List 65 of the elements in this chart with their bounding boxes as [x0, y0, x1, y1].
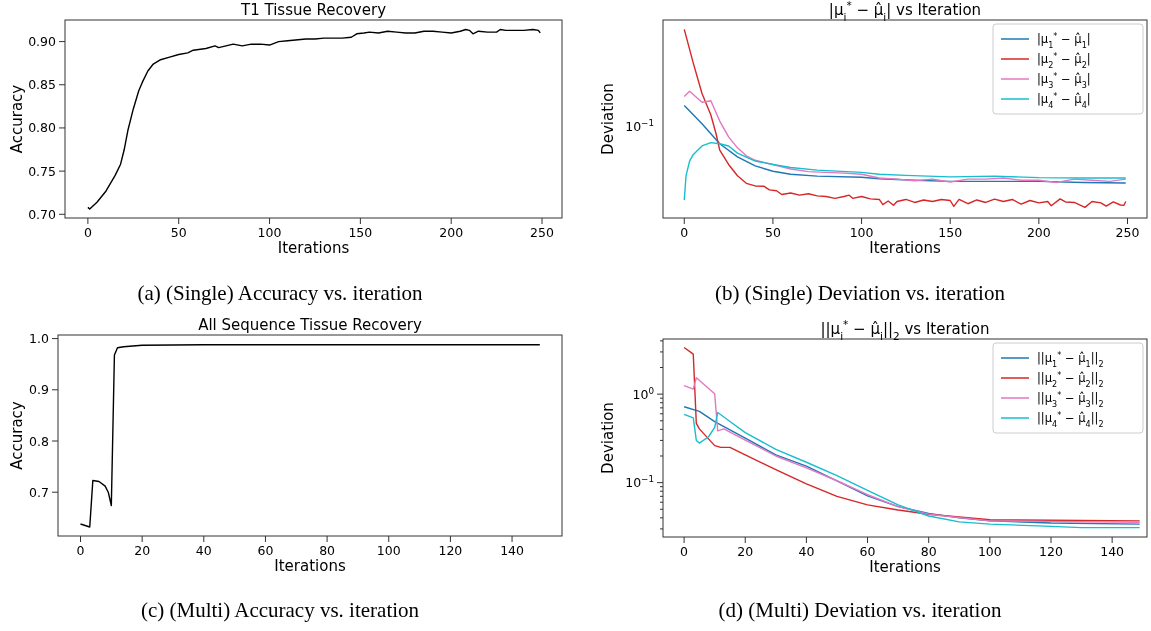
legend-label: ||μ$_{4}$$^{*}$ − μ̂$_{4}$||$_{2}$: [1037, 410, 1104, 429]
chart-title: ||μ$_{i}$$^{*}$ − μ̂$_{i}$||$_{2}$ vs Iteration: [820, 318, 990, 342]
x-tick-label: 0: [680, 544, 689, 559]
y-axis-title: Accuracy: [8, 84, 26, 154]
legend-label: ||μ$_{3}$$^{*}$ − μ̂$_{3}$||$_{2}$: [1037, 390, 1104, 409]
legend-label: |μ$_{4}$$^{*}$ − μ̂$_{4}$|: [1037, 91, 1091, 110]
y-tick-label: 0.70: [28, 206, 57, 222]
x-axis-title: Iterations: [277, 239, 350, 257]
y-tick-label: 1.0: [29, 331, 50, 347]
x-tick-label: 100: [257, 225, 282, 240]
line-series: [87, 28, 541, 210]
x-axis-title: Iterations: [274, 557, 346, 575]
legend-label: |μ$_{2}$$^{*}$ − μ̂$_{2}$|: [1037, 51, 1091, 70]
x-tick-label: 100: [376, 543, 401, 558]
x-tick-label: 200: [439, 225, 464, 240]
x-tick-label: 60: [859, 544, 876, 559]
x-tick-label: 0: [76, 543, 85, 558]
legend-label: ||μ$_{2}$$^{*}$ − μ̂$_{2}$||$_{2}$: [1037, 370, 1104, 389]
text: (b) (Single) Deviation vs. iteration: [715, 281, 1006, 305]
y-tick-label: 0.85: [28, 77, 56, 93]
legend-label: |μ$_{3}$$^{*}$ − μ̂$_{3}$|: [1037, 71, 1091, 90]
chart-title: |μ$_{i}$$^{*}$ − μ̂$_{i}$| vs Iteration: [828, 0, 982, 23]
x-axis-title: Iterations: [869, 558, 941, 576]
y-axis-title: Deviation: [599, 402, 617, 474]
x-tick-label: 200: [1026, 225, 1051, 240]
x-axis-title: Iterations: [869, 239, 941, 257]
y-axis-title: Deviation: [599, 83, 617, 155]
x-tick-label: 60: [257, 543, 274, 558]
x-tick-label: 20: [737, 544, 754, 559]
x-tick-label: 150: [938, 225, 963, 240]
x-tick-label: 150: [348, 225, 373, 240]
y-tick-label: 0.8: [29, 433, 50, 449]
legend-label: |μ$_{1}$$^{*}$ − μ̂$_{1}$|: [1037, 31, 1091, 50]
x-tick-label: 100: [849, 225, 874, 240]
x-tick-label: 140: [500, 543, 525, 558]
x-tick-label: 0: [83, 225, 92, 240]
x-tick-label: 250: [1115, 225, 1140, 240]
text: (c) (Multi) Accuracy vs. iteration: [140, 598, 420, 622]
y-tick-label: 0.7: [29, 484, 49, 500]
x-tick-label: 80: [920, 544, 937, 559]
y-axis-title: Accuracy: [8, 401, 26, 470]
line-series: [79, 344, 541, 528]
text: (d) (Multi) Deviation vs. iteration: [718, 598, 1002, 622]
x-tick-label: 50: [170, 225, 187, 240]
chart-title: T1 Tissue Recovery: [239, 1, 387, 19]
x-tick-label: 120: [438, 543, 463, 558]
x-tick-label: 120: [1039, 544, 1063, 559]
y-tick-label: 0.75: [28, 163, 56, 179]
y-tick-label: 10$^{0}$: [632, 385, 654, 402]
x-tick-label: 40: [798, 544, 815, 559]
y-tick-label: 0.90: [28, 34, 57, 50]
text: (a) (Single) Accuracy vs. iteration: [137, 281, 424, 305]
x-tick-label: 50: [764, 225, 781, 240]
x-tick-label: 0: [680, 225, 689, 240]
y-tick-label: 0.80: [28, 120, 57, 136]
x-tick-label: 140: [1100, 544, 1125, 559]
legend-label: ||μ$_{1}$$^{*}$ − μ̂$_{1}$||$_{2}$: [1037, 350, 1104, 369]
x-tick-label: 100: [977, 544, 1002, 559]
x-tick-label: 40: [195, 543, 212, 558]
chart-title: All Sequence Tissue Recovery: [198, 316, 422, 334]
x-tick-label: 250: [530, 225, 554, 240]
line-series: [683, 346, 1141, 522]
x-tick-label: 20: [134, 543, 151, 558]
x-tick-label: 80: [319, 543, 336, 558]
y-tick-label: 0.9: [29, 382, 50, 398]
